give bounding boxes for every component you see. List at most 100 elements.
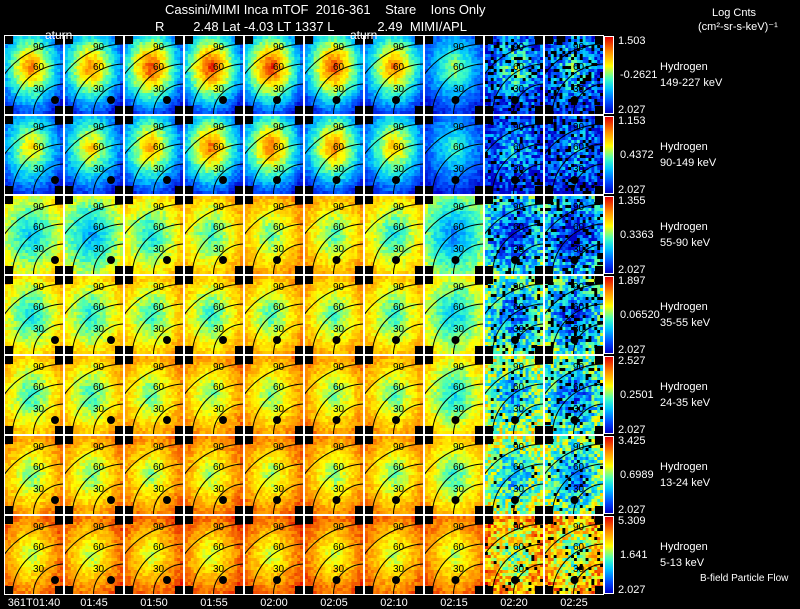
pixel (348, 45, 352, 49)
pixel (133, 111, 137, 114)
pixel (45, 99, 49, 103)
pixel (545, 69, 549, 73)
pixel (154, 96, 158, 100)
pixel (357, 90, 361, 94)
pixel (294, 81, 298, 85)
pixel (130, 60, 134, 64)
pixel (345, 84, 349, 88)
pixel (231, 90, 235, 94)
pixel (159, 51, 163, 55)
pixel (313, 75, 317, 79)
pixel (399, 57, 403, 61)
pixel (22, 69, 26, 73)
pixel (534, 66, 538, 70)
pixel (205, 99, 209, 103)
pixel (180, 90, 183, 94)
pixel (214, 75, 218, 79)
pixel (13, 105, 17, 109)
pixel (94, 99, 98, 103)
pixel (180, 84, 183, 88)
pixel (448, 99, 452, 103)
pixel (553, 84, 557, 88)
pixel (351, 105, 355, 109)
pixel (79, 111, 83, 114)
pixel (214, 90, 218, 94)
contour-line (32, 83, 63, 114)
pixel (117, 99, 121, 103)
pixel (376, 78, 380, 82)
pixel (25, 69, 29, 73)
pixel (448, 63, 452, 67)
pixel (474, 93, 478, 97)
pixel (245, 93, 249, 97)
pixel (34, 39, 38, 43)
pixel (462, 111, 466, 114)
pixel (528, 102, 532, 106)
pixel (399, 54, 403, 58)
pixel (51, 93, 55, 97)
pixel (45, 69, 49, 73)
pixel (294, 75, 298, 79)
pixel (528, 93, 532, 97)
pixel (313, 108, 317, 112)
pixel (319, 54, 323, 58)
pixel (28, 39, 32, 43)
pixel (354, 102, 358, 106)
pixel (556, 102, 560, 106)
pixel (454, 63, 458, 67)
pixel (165, 90, 169, 94)
pixel (365, 66, 369, 70)
pixel (411, 108, 415, 112)
pixel (187, 54, 192, 58)
pixel (25, 105, 29, 109)
pixel (42, 87, 46, 91)
pixel (502, 66, 506, 70)
pixel (168, 42, 172, 46)
pixel (162, 42, 166, 46)
pixel (288, 54, 292, 58)
pixel (19, 90, 23, 94)
pixel (240, 93, 243, 97)
pixel (237, 78, 241, 82)
pixel (45, 81, 49, 85)
pixel (414, 51, 418, 55)
pixel (436, 45, 440, 49)
pixel (508, 39, 512, 43)
pixel (31, 60, 35, 64)
pixel (225, 72, 229, 76)
pixel (28, 42, 32, 46)
pixel (237, 84, 241, 88)
pixel (316, 63, 320, 67)
pixel (253, 36, 257, 40)
pixel (234, 69, 238, 73)
pixel (496, 78, 500, 82)
pixel (271, 60, 275, 64)
pixel (48, 90, 52, 94)
pixel (336, 102, 341, 106)
pixel (388, 99, 392, 103)
pixel (265, 45, 269, 49)
pixel (514, 105, 518, 109)
pixel (316, 84, 320, 88)
pixel (307, 81, 312, 85)
pixel (493, 90, 497, 94)
pixel (250, 93, 254, 97)
image-cell: 90 60 30 (184, 35, 244, 115)
pixel (136, 78, 140, 82)
pixel (25, 72, 29, 76)
pixel (199, 57, 203, 61)
pixel (522, 42, 526, 46)
pixel (139, 66, 143, 70)
pixel (354, 96, 358, 100)
pixel (48, 45, 52, 49)
pixel (471, 90, 475, 94)
pixel (325, 72, 329, 76)
pixel (265, 93, 269, 97)
pixel (117, 69, 121, 73)
pixel (411, 99, 415, 103)
pixel (99, 66, 103, 70)
pixel (214, 63, 218, 67)
pixel (222, 60, 226, 64)
pixel (67, 72, 72, 76)
